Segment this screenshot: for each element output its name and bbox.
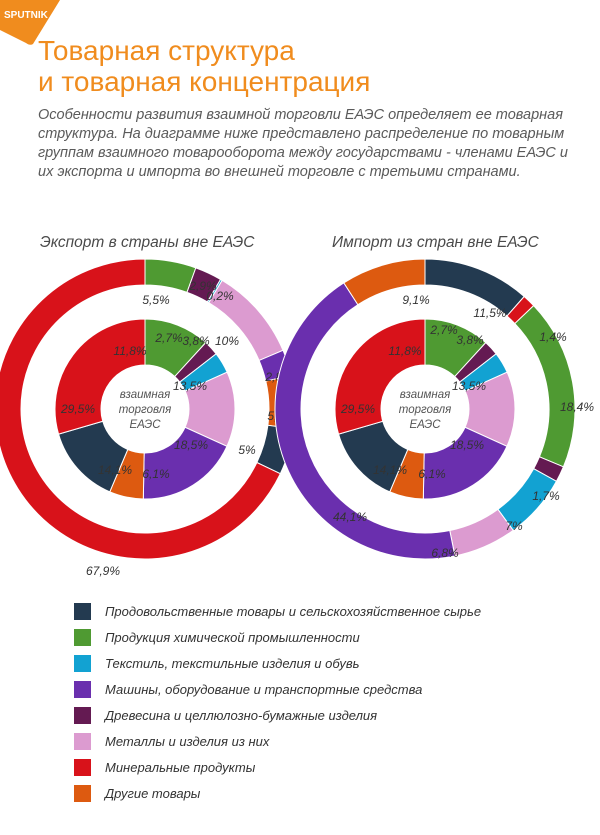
export-outer-ring-label-mineral: 67,9% bbox=[86, 564, 120, 578]
import-center-label-line-1: взаимная bbox=[400, 389, 451, 401]
legend-item-chem: Продукция химической промышленности bbox=[74, 624, 481, 650]
import-outer-ring-label-textile: 7% bbox=[505, 519, 523, 533]
export-outer-ring-label-chem: 5,5% bbox=[142, 293, 170, 307]
import-inner-ring-label-wood: 2,7% bbox=[429, 323, 458, 337]
legend-item-textile: Текстиль, текстильные изделия и обувь bbox=[74, 650, 481, 676]
import-inner-ring-label-other: 6,1% bbox=[418, 467, 446, 481]
export-outer-ring-label-wood: 2,9% bbox=[188, 279, 217, 293]
legend-swatch-food bbox=[74, 602, 91, 620]
export-center-label-line-3: ЕАЭС bbox=[129, 419, 161, 431]
legend: Продовольственные товары и сельскохозяйс… bbox=[74, 598, 481, 806]
legend-item-machines: Машины, оборудование и транспортные сред… bbox=[74, 676, 481, 702]
import-outer-ring-slice-other bbox=[343, 258, 426, 306]
export-outer-ring-label-metals: 10% bbox=[215, 334, 239, 348]
legend-label-food: Продовольственные товары и сельскохозяйс… bbox=[105, 603, 482, 619]
legend-label-other: Другие товары bbox=[105, 785, 201, 801]
import-inner-ring-label-chem: 11,8% bbox=[388, 344, 421, 358]
export-center-label-line-1: взаимная bbox=[120, 389, 171, 401]
legend-item-other: Другие товары bbox=[74, 780, 481, 806]
legend-label-wood: Древесина и целлюлозно-бумажные изделия bbox=[105, 707, 378, 723]
import-center-label-line-3: ЕАЭС bbox=[409, 419, 441, 431]
export-inner-ring-label-textile: 3,8% bbox=[182, 334, 210, 348]
import-center-label-line-2: торговля bbox=[399, 404, 451, 416]
legend-swatch-wood bbox=[74, 706, 91, 724]
export-outer-ring-slice-chem bbox=[144, 258, 197, 293]
import-chart-title: Импорт из стран вне ЕАЭС bbox=[332, 234, 539, 251]
legend-label-metals: Металлы и изделия из них bbox=[105, 733, 270, 749]
export-inner-ring-label-machines: 18,5% bbox=[174, 438, 208, 452]
export-outer-ring-label-textile: 0,2% bbox=[206, 289, 234, 303]
legend-swatch-mineral bbox=[74, 758, 91, 776]
legend-swatch-metals bbox=[74, 732, 91, 750]
legend-label-chem: Продукция химической промышленности bbox=[105, 629, 360, 645]
export-inner-ring-label-other: 6,1% bbox=[142, 467, 170, 481]
legend-item-wood: Древесина и целлюлозно-бумажные изделия bbox=[74, 702, 481, 728]
logo-shape bbox=[0, 0, 60, 45]
import-outer-ring-label-chem: 18,4% bbox=[560, 400, 594, 414]
legend-item-food: Продовольственные товары и сельскохозяйс… bbox=[74, 598, 481, 624]
legend-label-machines: Машины, оборудование и транспортные сред… bbox=[105, 681, 423, 697]
import-inner-ring-label-textile: 3,8% bbox=[456, 333, 484, 347]
import-outer-ring-label-other: 9,1% bbox=[402, 293, 430, 307]
import-outer-ring-label-mineral: 1,4% bbox=[539, 330, 567, 344]
export-inner-ring-label-wood: 2,7% bbox=[154, 331, 183, 345]
import-outer-ring-label-machines: 44,1% bbox=[333, 510, 367, 524]
sputnik-logo: SPUTNIK bbox=[0, 0, 66, 46]
import-inner-ring-label-mineral: 29,5% bbox=[340, 402, 375, 416]
legend-swatch-chem bbox=[74, 628, 91, 646]
donut-charts: 11,8%2,7% 3,8%13,5%18,5%6,1%14,1%29,5%5,5… bbox=[0, 258, 594, 578]
export-outer-ring-slice-mineral bbox=[0, 258, 281, 560]
export-inner-ring-label-metals: 13,5% bbox=[173, 379, 207, 393]
title-line-1: Товарная структура bbox=[38, 35, 295, 66]
legend-label-mineral: Минеральные продукты bbox=[105, 759, 256, 775]
import-outer-ring-label-metals: 6,8% bbox=[431, 546, 459, 560]
export-outer-ring-label-food: 5% bbox=[238, 443, 256, 457]
legend-item-metals: Металлы и изделия из них bbox=[74, 728, 481, 754]
import-inner-ring-label-metals: 13,5% bbox=[452, 379, 486, 393]
legend-item-mineral: Минеральные продукты bbox=[74, 754, 481, 780]
page-title: Товарная структура и товарная концентрац… bbox=[38, 35, 370, 97]
legend-label-textile: Текстиль, текстильные изделия и обувь bbox=[105, 655, 360, 671]
export-inner-ring-label-chem: 11,8% bbox=[113, 344, 146, 358]
import-outer-ring-label-food: 11,5% bbox=[473, 306, 506, 320]
import-inner-ring-slice-mineral bbox=[334, 318, 426, 435]
export-inner-ring-label-food: 14,1% bbox=[98, 463, 132, 477]
title-line-2: и товарная концентрация bbox=[38, 66, 371, 97]
export-inner-ring-slice-mineral bbox=[54, 318, 146, 435]
export-center-label-line-2: торговля bbox=[119, 404, 171, 416]
import-outer-ring-label-wood: 1,7% bbox=[532, 489, 560, 503]
export-chart-title: Экспорт в страны вне ЕАЭС bbox=[40, 234, 255, 251]
legend-swatch-other bbox=[74, 784, 91, 802]
description: Особенности развития взаимной торговли Е… bbox=[38, 107, 568, 180]
import-inner-ring-label-machines: 18,5% bbox=[450, 438, 484, 452]
export-inner-ring-label-mineral: 29,5% bbox=[60, 402, 95, 416]
legend-swatch-machines bbox=[74, 680, 91, 698]
legend-swatch-textile bbox=[74, 654, 91, 672]
import-inner-ring-label-food: 14,1% bbox=[373, 463, 407, 477]
logo-text: SPUTNIK bbox=[4, 10, 49, 21]
